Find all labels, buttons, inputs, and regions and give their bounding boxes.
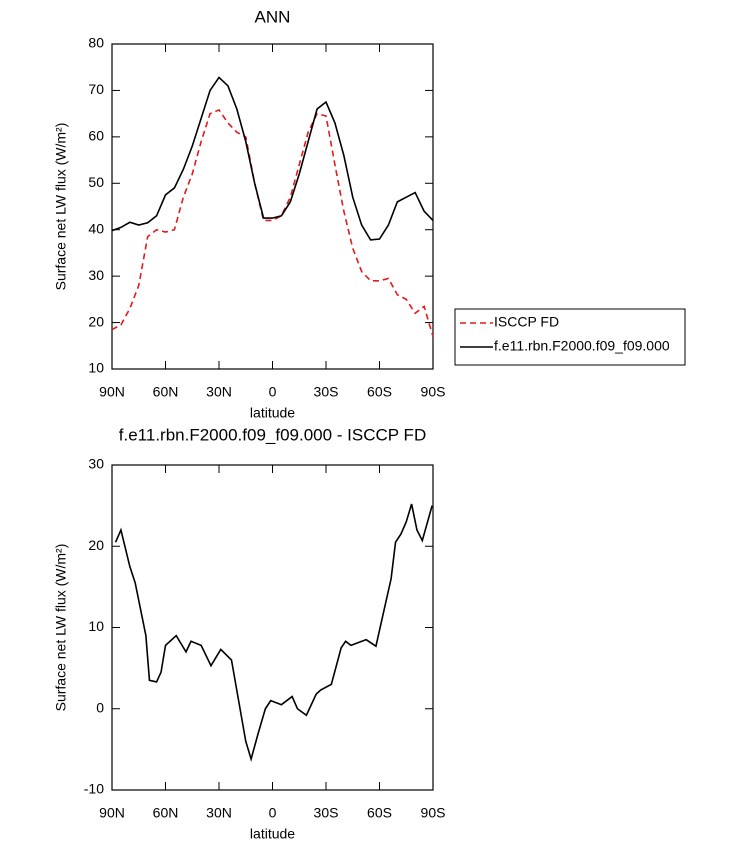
y-tick-label: 80 — [88, 35, 104, 51]
y-tick-label: 40 — [88, 220, 104, 236]
legend-label: f.e11.rbn.F2000.f09_f09.000 — [494, 338, 670, 354]
chart-title: f.e11.rbn.F2000.f09_f09.000 - ISCCP FD — [119, 425, 426, 444]
x-tick-label: 90S — [421, 384, 446, 400]
y-tick-label: 20 — [88, 313, 104, 329]
y-tick-label: 30 — [88, 267, 104, 283]
data-line — [114, 503, 433, 763]
x-axis-label: latitude — [250, 405, 295, 421]
y-tick-label: 10 — [88, 618, 104, 634]
data-line — [111, 76, 434, 241]
legend-label: ISCCP FD — [494, 314, 559, 330]
legend-box — [454, 308, 686, 366]
x-tick-label: 30S — [314, 384, 339, 400]
x-axis-label: latitude — [250, 826, 295, 842]
x-tick-label: 0 — [269, 805, 277, 821]
x-tick-label: 60S — [367, 805, 392, 821]
plot-frame — [111, 464, 434, 791]
y-tick-label: 20 — [88, 537, 104, 553]
x-tick-label: 30N — [206, 805, 232, 821]
x-tick-label: 90S — [421, 805, 446, 821]
y-tick-label: -10 — [84, 781, 104, 797]
y-axis-label: Surface net LW flux (W/m²) — [53, 123, 69, 291]
y-tick-label: 10 — [88, 360, 104, 376]
x-tick-label: 60N — [153, 805, 179, 821]
y-tick-label: 70 — [88, 81, 104, 97]
x-tick-label: 60S — [367, 384, 392, 400]
x-tick-label: 30S — [314, 805, 339, 821]
x-tick-label: 30N — [206, 384, 232, 400]
y-tick-label: 50 — [88, 174, 104, 190]
x-tick-label: 90N — [99, 384, 125, 400]
y-axis-label: Surface net LW flux (W/m²) — [53, 544, 69, 712]
x-tick-label: 90N — [99, 805, 125, 821]
x-tick-label: 0 — [269, 384, 277, 400]
y-tick-label: 0 — [96, 699, 104, 715]
data-line — [111, 108, 434, 337]
x-tick-label: 60N — [153, 384, 179, 400]
y-tick-label: 60 — [88, 128, 104, 144]
chart-title: ANN — [255, 7, 291, 26]
y-tick-label: 30 — [88, 456, 104, 472]
